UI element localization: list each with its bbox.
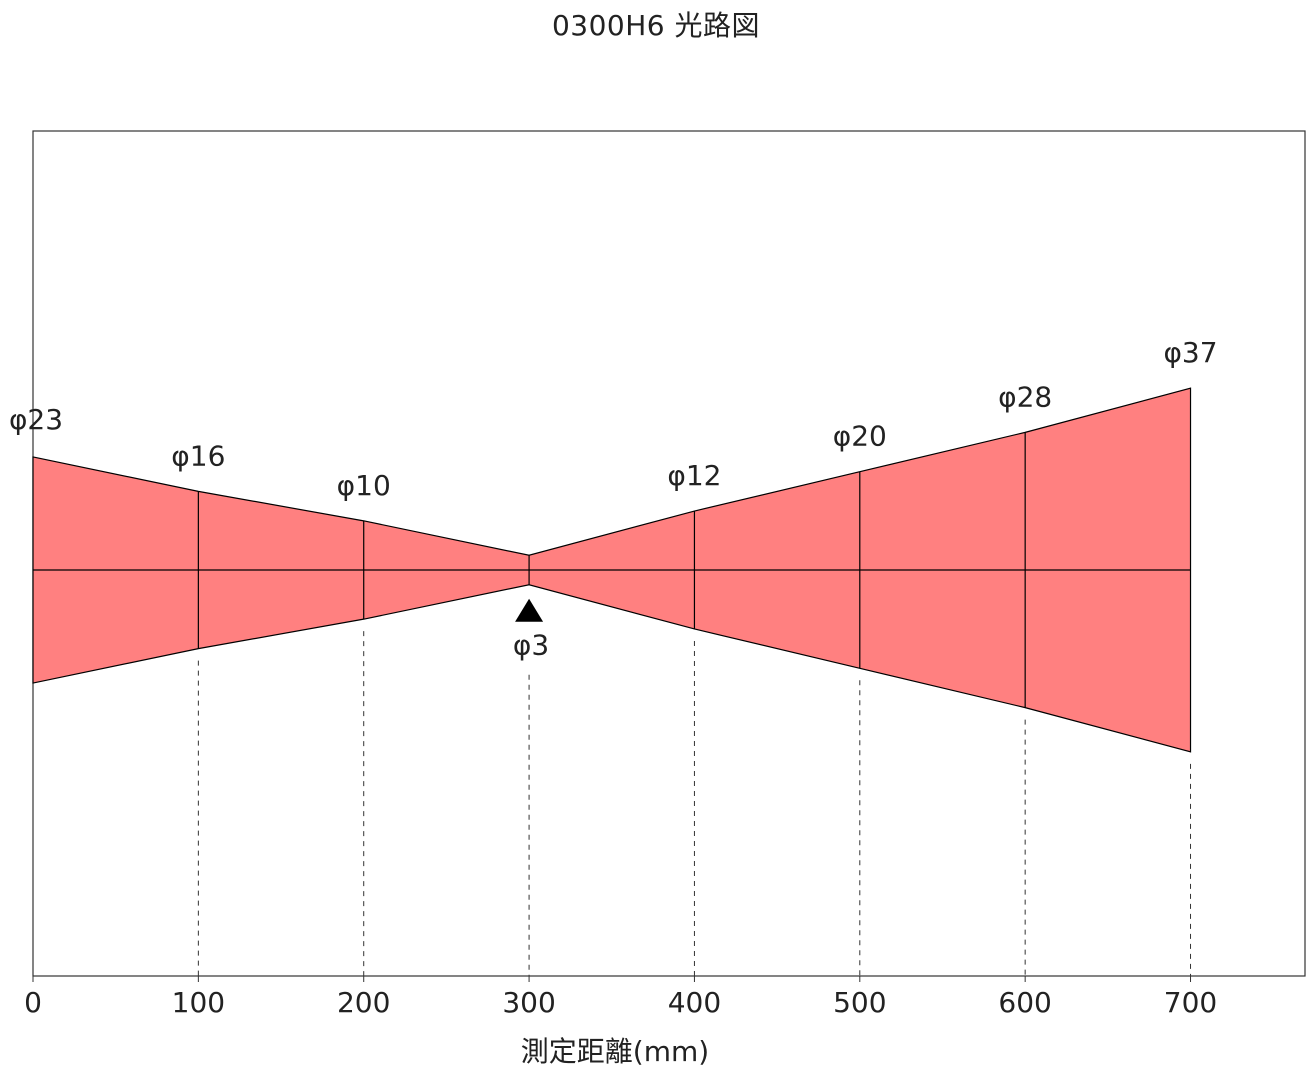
x-axis-label: 測定距離(mm) xyxy=(520,1035,710,1068)
x-tick-label: 200 xyxy=(337,986,390,1019)
beam-layer xyxy=(32,387,1192,753)
x-tick-label: 300 xyxy=(502,986,555,1019)
chart-title: 0300H6 光路図 xyxy=(551,9,761,42)
beam-diameter-label: φ10 xyxy=(337,469,391,502)
x-tick-label: 700 xyxy=(1164,986,1217,1019)
beam-diameter-label: φ3 xyxy=(513,629,549,662)
x-tick-label: 0 xyxy=(24,986,42,1019)
guide-layer xyxy=(197,631,1192,976)
x-tick-label: 100 xyxy=(172,986,225,1019)
x-axis-ticks: 0 100 200 300 400 500 600 700 xyxy=(24,976,1217,1019)
x-tick-label: 500 xyxy=(833,986,886,1019)
focus-point-marker-icon xyxy=(515,598,544,622)
beam-diameter-label: φ12 xyxy=(667,459,721,492)
x-tick-label: 600 xyxy=(998,986,1051,1019)
beam-diameter-label: φ28 xyxy=(998,380,1052,413)
beam-diameter-label: φ16 xyxy=(171,439,225,472)
beam-diameter-label: φ20 xyxy=(833,420,887,453)
beam-diameter-label: φ37 xyxy=(1163,336,1217,369)
diameter-labels: φ23 φ16 φ10 φ3 φ12 φ20 φ28 φ37 xyxy=(9,336,1218,662)
x-tick-label: 400 xyxy=(668,986,721,1019)
beam-diameter-label: φ23 xyxy=(9,403,63,436)
